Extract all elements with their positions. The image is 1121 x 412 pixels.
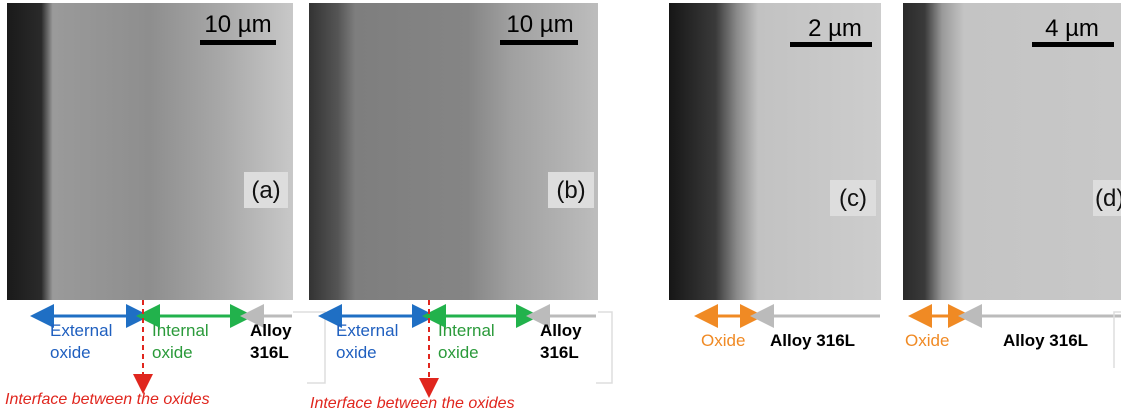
bracket [596, 311, 613, 384]
scale-bar [1032, 42, 1114, 47]
micrograph [669, 3, 881, 300]
scale-bar-label: 4 µm [1045, 15, 1099, 42]
region-label: oxide [438, 343, 479, 362]
label-bg [1093, 180, 1121, 216]
label-bg [548, 172, 594, 208]
region-label: Internal [438, 321, 495, 340]
interface-label: Interface between the oxides [310, 395, 515, 412]
region-label: oxide [152, 343, 193, 362]
label-bg [830, 180, 876, 216]
region-label: oxide [50, 343, 91, 362]
micrograph [309, 3, 598, 300]
bracket [293, 311, 326, 384]
region-label: External [336, 321, 398, 340]
scale-bar-label: 10 µm [506, 11, 573, 38]
micrograph [7, 3, 293, 300]
region-label: Alloy 316L [1003, 331, 1088, 350]
label-bg [244, 172, 288, 208]
region-label: oxide [336, 343, 377, 362]
scale-bar [790, 42, 872, 47]
bracket [1113, 311, 1121, 368]
region-label: Internal [152, 321, 209, 340]
region-label: Oxide [701, 331, 745, 350]
region-label: Oxide [905, 331, 949, 350]
micrograph [903, 3, 1121, 300]
panel-label: (d) [1095, 185, 1121, 212]
panel-label: (a) [251, 177, 280, 204]
scale-bar-label: 2 µm [808, 15, 862, 42]
region-label: Alloy [250, 321, 292, 340]
panel-label: (c) [839, 185, 867, 212]
interface-label: Interface between the oxides [5, 391, 210, 408]
region-label: 316L [250, 343, 289, 362]
region-label: Alloy [540, 321, 582, 340]
panel-label: (b) [556, 177, 585, 204]
scale-bar-label: 10 µm [204, 11, 271, 38]
region-label: External [50, 321, 112, 340]
region-label: 316L [540, 343, 579, 362]
scale-bar [200, 40, 276, 45]
scale-bar [500, 40, 578, 45]
region-label: Alloy 316L [770, 331, 855, 350]
